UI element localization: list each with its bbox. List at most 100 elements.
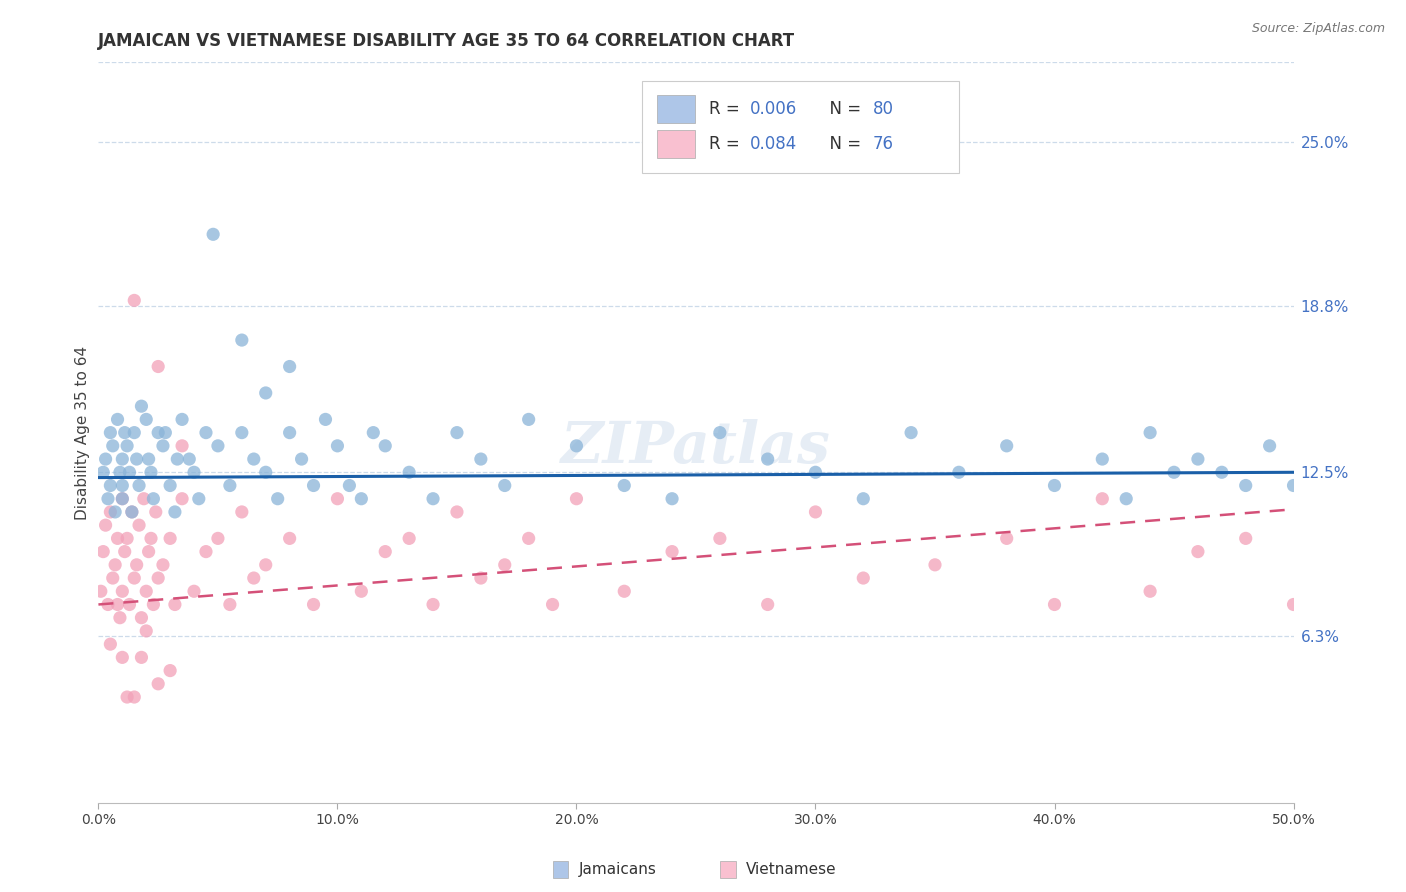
Text: Source: ZipAtlas.com: Source: ZipAtlas.com (1251, 22, 1385, 36)
Point (163, 598, 186, 612)
Text: Vietnamese: Vietnamese (747, 862, 837, 877)
Point (1282, 598, 1305, 612)
Point (1187, 544, 1209, 558)
Point (195, 544, 218, 558)
Point (207, 532, 229, 546)
Point (219, 478, 242, 492)
Point (1043, 478, 1066, 492)
Point (138, 452, 160, 467)
Point (124, 425, 146, 440)
Point (1043, 598, 1066, 612)
Point (111, 491, 134, 506)
Text: N =: N = (820, 100, 866, 118)
Point (118, 598, 141, 612)
Point (207, 439, 229, 453)
Text: R =: R = (709, 100, 745, 118)
FancyBboxPatch shape (657, 95, 695, 123)
Point (121, 505, 143, 519)
Point (267, 491, 290, 506)
Point (1282, 478, 1305, 492)
Point (254, 386, 277, 401)
Point (183, 465, 205, 479)
Point (108, 465, 131, 479)
Point (446, 505, 468, 519)
Point (302, 598, 325, 612)
Text: R =: R = (709, 135, 745, 153)
Point (278, 359, 301, 374)
Point (1258, 439, 1281, 453)
Point (517, 532, 540, 546)
Point (278, 532, 301, 546)
Point (111, 452, 134, 467)
Point (124, 293, 146, 308)
Point (852, 571, 875, 585)
Point (115, 532, 138, 546)
Text: 76: 76 (873, 135, 894, 153)
Point (135, 584, 157, 599)
Point (139, 465, 162, 479)
Point (350, 584, 373, 599)
Point (422, 598, 444, 612)
Point (124, 690, 146, 704)
Point (183, 584, 205, 599)
Point (121, 505, 143, 519)
Point (398, 532, 420, 546)
Point (315, 412, 337, 426)
Point (145, 505, 167, 519)
Point (852, 491, 875, 506)
Point (91, 544, 114, 558)
Point (101, 439, 124, 453)
Point (172, 491, 194, 506)
Point (135, 412, 157, 426)
Text: 0.006: 0.006 (749, 100, 797, 118)
Point (565, 491, 588, 506)
Point (111, 584, 134, 599)
Point (128, 478, 150, 492)
Point (131, 650, 153, 665)
Point (111, 478, 134, 492)
Point (107, 598, 129, 612)
Point (709, 532, 731, 546)
Point (254, 558, 277, 572)
Point (756, 452, 779, 467)
Point (661, 544, 683, 558)
Point (254, 465, 277, 479)
Point (231, 333, 253, 347)
Point (114, 544, 136, 558)
Point (398, 465, 420, 479)
Point (111, 650, 134, 665)
Point (98, 637, 122, 651)
Point (219, 598, 242, 612)
Point (1234, 532, 1257, 546)
Point (111, 491, 134, 506)
Point (115, 439, 138, 453)
Point (948, 465, 970, 479)
Point (339, 478, 361, 492)
Point (98, 425, 122, 440)
Point (152, 558, 174, 572)
Point (804, 465, 827, 479)
Point (1163, 465, 1185, 479)
Point (142, 598, 165, 612)
Point (1091, 491, 1114, 506)
Point (494, 478, 516, 492)
Point (115, 690, 138, 704)
Point (155, 425, 177, 440)
Point (138, 544, 160, 558)
Text: JAMAICAN VS VIETNAMESE DISABILITY AGE 35 TO 64 CORRELATION CHART: JAMAICAN VS VIETNAMESE DISABILITY AGE 35… (98, 32, 796, 50)
Point (202, 227, 225, 242)
Point (148, 677, 170, 691)
Point (166, 452, 188, 467)
Point (1139, 584, 1161, 599)
Point (125, 558, 148, 572)
Point (613, 478, 636, 492)
Point (195, 425, 218, 440)
Point (159, 532, 181, 546)
Point (91, 465, 114, 479)
Point (517, 412, 540, 426)
Point (139, 532, 162, 546)
Point (350, 491, 373, 506)
Point (231, 505, 253, 519)
Point (1211, 465, 1233, 479)
FancyBboxPatch shape (720, 862, 735, 878)
